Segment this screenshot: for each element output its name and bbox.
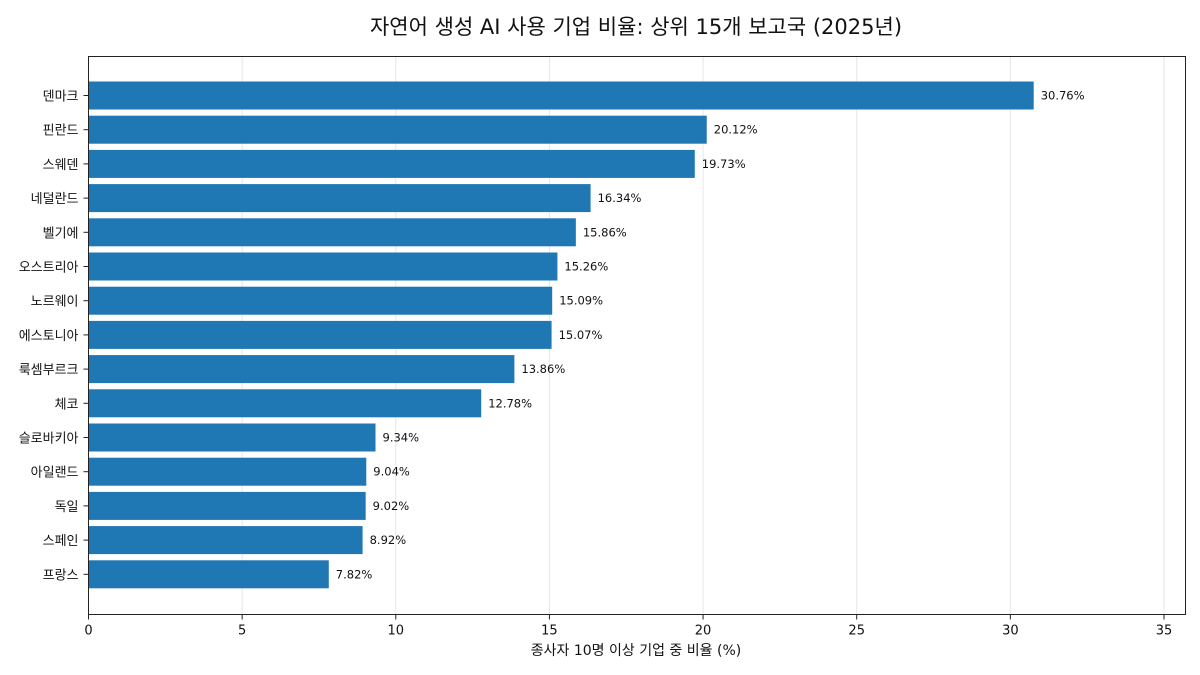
value-label: 8.92% [370, 533, 407, 547]
value-labels: 30.76% 20.12% 19.73% 16.34% 15.86% 15.26% 15.0… [336, 89, 1085, 582]
bar [88, 115, 707, 144]
bar [88, 252, 558, 281]
x-axis-label: 종사자 10명 이상 기업 중 비율 (%) [531, 643, 741, 659]
value-label: 16.34% [598, 191, 642, 205]
x-tick-label: 30 [1002, 624, 1019, 639]
bar [88, 184, 591, 213]
y-tick-label: 스페인 [43, 534, 79, 549]
bar [88, 355, 515, 384]
y-tick-label: 스웨덴 [43, 158, 79, 173]
x-tick-labels: 0 5 10 15 20 25 30 35 [84, 614, 1173, 639]
value-label: 7.82% [336, 567, 373, 581]
x-tick-label: 0 [84, 624, 92, 639]
y-tick-label: 에스토니아 [19, 329, 79, 344]
bar [88, 286, 553, 315]
bar [88, 491, 366, 520]
y-tick-labels: 덴마크핀란드스웨덴네덜란드벨기에오스트리아노르웨이에스토니아룩셈부르크체코슬로바… [19, 90, 89, 583]
y-tick-label: 프랑스 [43, 568, 79, 583]
value-label: 30.76% [1041, 89, 1085, 103]
value-label: 20.12% [714, 123, 758, 137]
y-tick-label: 아일랜드 [31, 466, 79, 481]
x-tick-label: 5 [238, 624, 246, 639]
bar [88, 526, 363, 555]
x-tick-label: 20 [695, 624, 712, 639]
y-tick-label: 룩셈부르크 [19, 363, 79, 378]
chart-title: 자연어 생성 AI 사용 기업 비율: 상위 15개 보고국 (2025년) [370, 15, 902, 39]
bar [88, 457, 367, 486]
y-tick-label: 벨기에 [43, 226, 79, 241]
x-tick-label: 10 [388, 624, 405, 639]
plot-frame [88, 56, 1186, 615]
value-label: 15.09% [559, 294, 603, 308]
y-tick-label: 네덜란드 [31, 192, 79, 207]
value-label: 15.07% [559, 328, 603, 342]
bars [88, 81, 1034, 589]
bar [88, 423, 376, 452]
value-label: 15.86% [583, 225, 627, 239]
bar [88, 560, 329, 589]
x-tick-label: 35 [1156, 624, 1173, 639]
bar [88, 320, 552, 349]
bar [88, 149, 695, 178]
bar [88, 218, 576, 247]
y-tick-label: 핀란드 [43, 124, 79, 139]
y-tick-label: 독일 [55, 500, 79, 515]
value-label: 9.04% [373, 465, 410, 479]
bar [88, 81, 1034, 110]
value-label: 19.73% [702, 157, 746, 171]
value-label: 9.02% [373, 499, 410, 513]
value-label: 13.86% [521, 362, 565, 376]
value-label: 9.34% [383, 431, 420, 445]
value-label: 12.78% [488, 396, 532, 410]
y-tick-label: 오스트리아 [19, 261, 79, 276]
x-tick-label: 15 [541, 624, 558, 639]
y-tick-label: 슬로바키아 [19, 432, 79, 447]
x-tick-label: 25 [848, 624, 865, 639]
bar [88, 389, 482, 418]
value-label: 15.26% [564, 260, 608, 274]
y-tick-label: 덴마크 [43, 90, 79, 105]
y-tick-label: 체코 [55, 397, 79, 412]
y-tick-label: 노르웨이 [31, 295, 79, 310]
